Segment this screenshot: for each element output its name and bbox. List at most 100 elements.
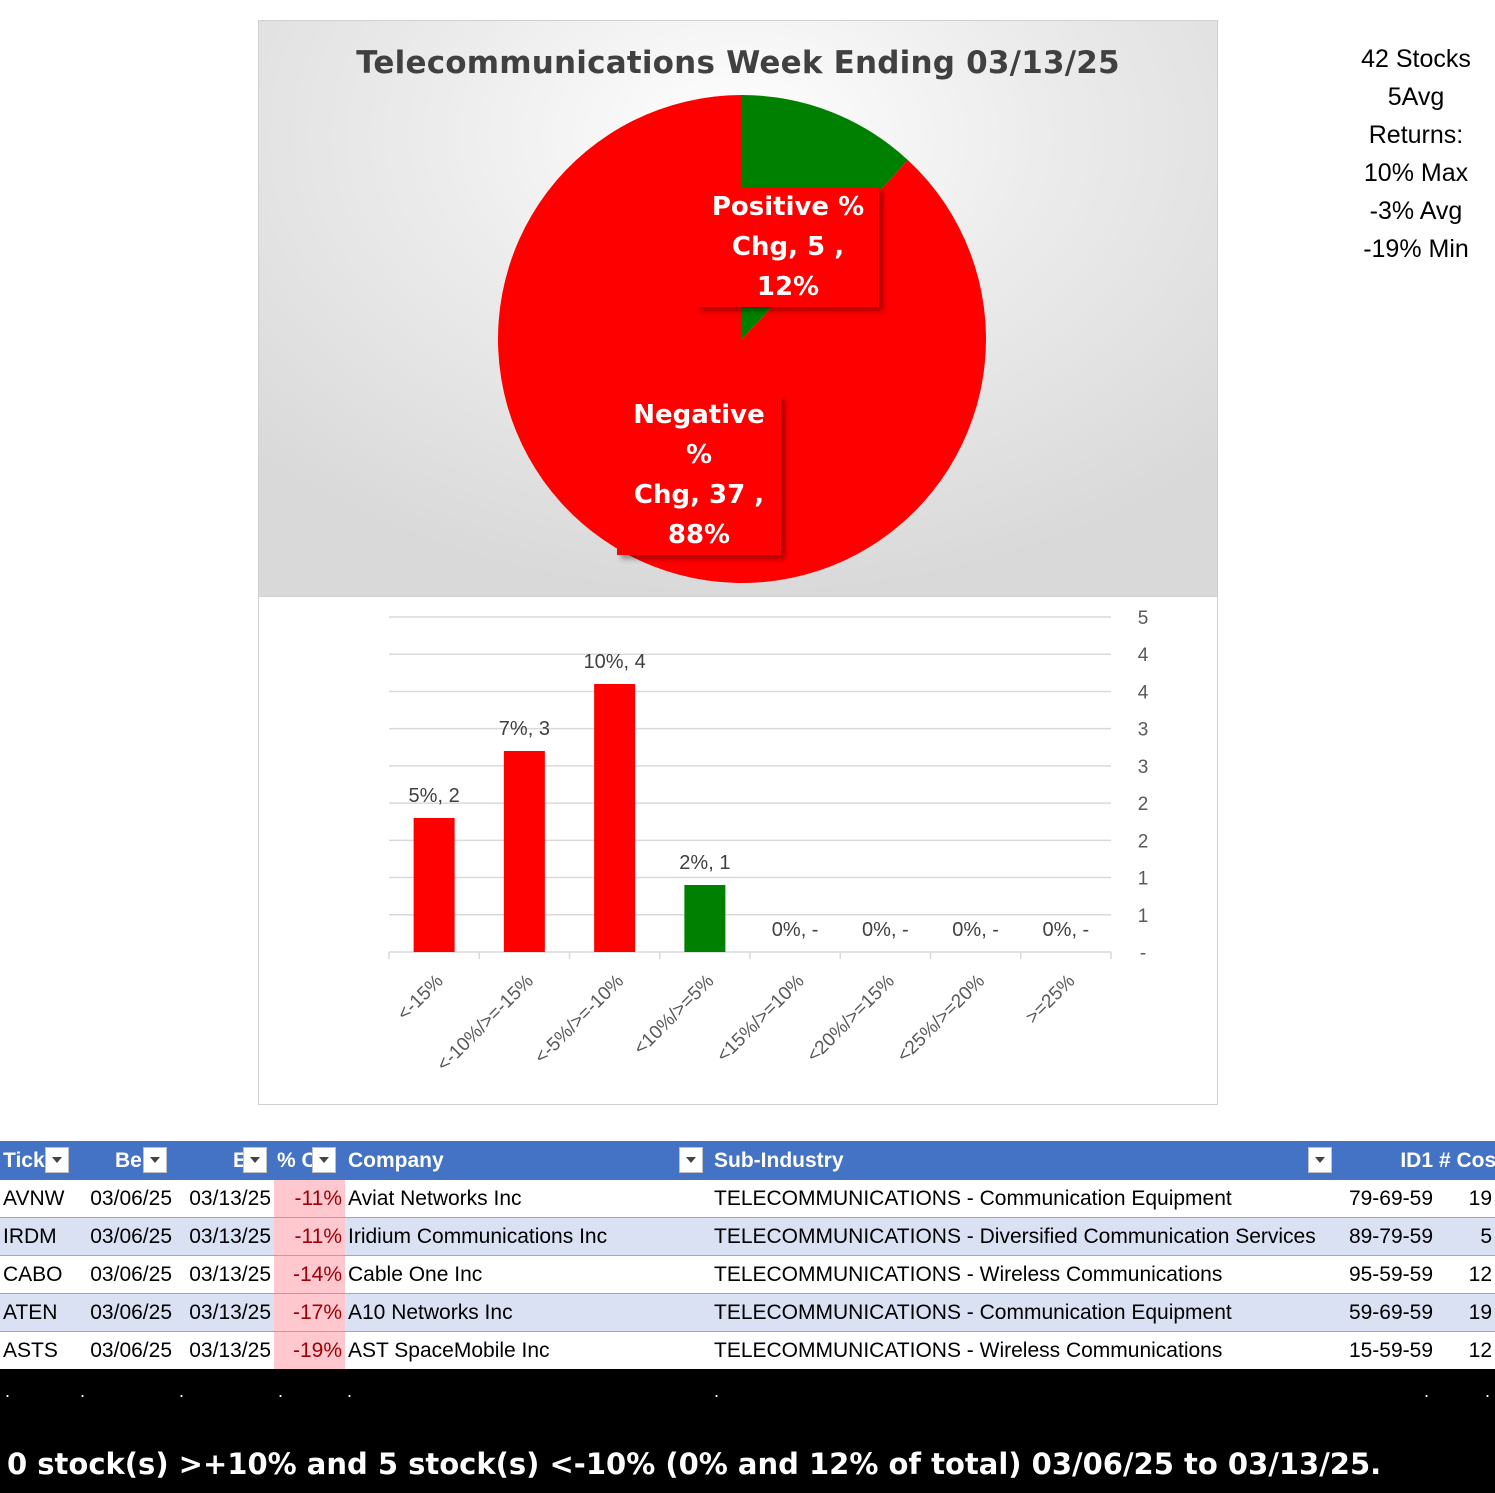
stocks-table: Tick Be E % C Company Sub-Industry ID1 #… xyxy=(0,1141,1495,1370)
cell-pct-change: -19% xyxy=(274,1331,345,1370)
placeholder-dot: . xyxy=(347,1381,353,1401)
y-tick-label: 4 xyxy=(1138,645,1149,666)
header-label: Company xyxy=(348,1148,444,1172)
cell-company: Aviat Networks Inc xyxy=(345,1180,711,1218)
bar xyxy=(684,885,726,952)
filter-dropdown-icon[interactable] xyxy=(143,1147,167,1173)
cell-sub-industry: TELECOMMUNICATIONS - Communication Equip… xyxy=(711,1180,1342,1218)
cell-num-cos: 19 xyxy=(1436,1180,1495,1218)
bar xyxy=(594,684,636,952)
bar-chart: - 1 1 2 2 3 3 4 4 5 5%, 2 <-15% 7%, 3 <-10%/>=-15% 10%… xyxy=(388,608,1149,1076)
header-label: Sub-Industry xyxy=(714,1148,844,1172)
pie-label-line: Positive % xyxy=(711,192,865,222)
cell-ticker: ASTS xyxy=(0,1331,76,1370)
y-tick-label: 2 xyxy=(1138,831,1149,852)
y-tick-label: 5 xyxy=(1138,608,1149,629)
cell-company: AST SpaceMobile Inc xyxy=(345,1331,711,1370)
stat-line: -19% Min xyxy=(1363,235,1469,263)
cell-company: Cable One Inc xyxy=(345,1255,711,1294)
header-label: E xyxy=(233,1148,248,1172)
cell-id1: 15-59-59 xyxy=(1342,1331,1436,1370)
cell-sub-industry: TELECOMMUNICATIONS - Wireless Communicat… xyxy=(711,1331,1342,1370)
pie-label-positive: Positive % Chg, 5 , 12% xyxy=(697,187,879,307)
cell-sub-industry: TELECOMMUNICATIONS - Wireless Communicat… xyxy=(711,1255,1342,1294)
pie-label-line: Chg, 5 , 12% xyxy=(731,232,845,302)
placeholder-dot: . xyxy=(80,1381,86,1401)
bar-data-label: 2%, 1 xyxy=(679,852,730,874)
table-row[interactable]: ATEN 03/06/25 03/13/25 -17% A10 Networks… xyxy=(0,1293,1495,1332)
y-tick-label: 3 xyxy=(1138,757,1149,778)
table-row[interactable]: AVNW 03/06/25 03/13/25 -11% Aviat Networ… xyxy=(0,1180,1495,1218)
filter-dropdown-icon[interactable] xyxy=(679,1147,703,1173)
bar-chart-panel: - 1 1 2 2 3 3 4 4 5 5%, 2 <-15% 7%, 3 <-10%/>=-15% 10%… xyxy=(258,596,1218,1105)
stat-line: Returns: xyxy=(1368,121,1464,149)
placeholder-dot: . xyxy=(179,1381,185,1401)
summary-stats: 42 Stocks 5Avg Returns: 10% Max -3% Avg … xyxy=(1340,40,1492,268)
cell-id1: 79-69-59 xyxy=(1342,1180,1436,1218)
cell-id1: 95-59-59 xyxy=(1342,1255,1436,1294)
cell-end: 03/13/25 xyxy=(175,1331,274,1370)
header-end[interactable]: E xyxy=(175,1141,274,1180)
table-row[interactable]: CABO 03/06/25 03/13/25 -14% Cable One In… xyxy=(0,1255,1495,1294)
x-category-label: <20%/>=15% xyxy=(803,971,899,1067)
cell-pct-change: -14% xyxy=(274,1255,345,1294)
cell-end: 03/13/25 xyxy=(175,1180,274,1218)
header-id1[interactable]: ID1 xyxy=(1342,1141,1436,1180)
stat-line: 5Avg xyxy=(1387,83,1445,111)
table-row[interactable]: ASTS 03/06/25 03/13/25 -19% AST SpaceMob… xyxy=(0,1331,1495,1370)
header-label: ID1 xyxy=(1400,1148,1433,1172)
cell-end: 03/13/25 xyxy=(175,1293,274,1332)
bar-data-label: 10%, 4 xyxy=(583,651,645,673)
cell-company: A10 Networks Inc xyxy=(345,1293,711,1332)
header-label: % C xyxy=(277,1148,317,1172)
header-sub-industry[interactable]: Sub-Industry xyxy=(711,1141,1342,1180)
pie-chart-title: Telecommunications Week Ending 03/13/25 xyxy=(356,45,1120,81)
y-tick-label: 1 xyxy=(1138,869,1149,890)
placeholder-dot: . xyxy=(714,1381,720,1401)
cell-begin: 03/06/25 xyxy=(76,1217,175,1256)
filter-dropdown-icon[interactable] xyxy=(45,1147,69,1173)
x-category-label: <25%/>=20% xyxy=(893,971,989,1067)
bar-data-label: 5%, 2 xyxy=(409,785,460,807)
y-tick-label: 2 xyxy=(1138,794,1149,815)
header-ticker[interactable]: Tick xyxy=(0,1141,76,1180)
filter-dropdown-icon[interactable] xyxy=(243,1147,267,1173)
cell-num-cos: 5 xyxy=(1436,1217,1495,1256)
stat-line: 10% Max xyxy=(1363,159,1469,187)
x-category-label: <-15% xyxy=(394,971,448,1025)
x-category-label: <-10%/>=-15% xyxy=(433,971,538,1076)
cell-num-cos: 12 xyxy=(1436,1255,1495,1294)
placeholder-dot: . xyxy=(5,1381,11,1401)
bar-data-label: 0%, - xyxy=(1043,919,1090,941)
header-label: Be xyxy=(115,1148,142,1172)
cell-pct-change: -11% xyxy=(274,1180,345,1218)
pie-chart-panel: Telecommunications Week Ending 03/13/25 … xyxy=(258,20,1218,597)
placeholder-dot: . xyxy=(278,1381,284,1401)
header-pct-change[interactable]: % C xyxy=(274,1141,345,1180)
header-begin[interactable]: Be xyxy=(76,1141,175,1180)
filter-dropdown-icon[interactable] xyxy=(1308,1147,1332,1173)
cell-id1: 59-69-59 xyxy=(1342,1293,1436,1332)
placeholder-dot: . xyxy=(1485,1381,1491,1401)
bar xyxy=(413,818,455,952)
cell-pct-change: -17% xyxy=(274,1293,345,1332)
cell-num-cos: 12 xyxy=(1436,1331,1495,1370)
placeholder-dot: . xyxy=(1424,1381,1430,1401)
stat-line: -3% Avg xyxy=(1369,197,1463,225)
header-company[interactable]: Company xyxy=(345,1141,711,1180)
filter-dropdown-icon[interactable] xyxy=(312,1147,336,1173)
table-row[interactable]: IRDM 03/06/25 03/13/25 -11% Iridium Comm… xyxy=(0,1217,1495,1256)
cell-begin: 03/06/25 xyxy=(76,1331,175,1370)
cell-pct-change: -11% xyxy=(274,1217,345,1256)
cell-end: 03/13/25 xyxy=(175,1255,274,1294)
cell-begin: 03/06/25 xyxy=(76,1180,175,1218)
bar-data-label: 0%, - xyxy=(772,919,819,941)
y-tick-label: 1 xyxy=(1138,906,1149,927)
cell-begin: 03/06/25 xyxy=(76,1293,175,1332)
header-num-cos[interactable]: # Cos xyxy=(1436,1141,1495,1180)
x-category-label: <15%/>=10% xyxy=(713,971,809,1067)
header-label: Tick xyxy=(3,1148,45,1172)
header-label: # Cos xyxy=(1439,1148,1495,1172)
cell-num-cos: 19 xyxy=(1436,1293,1495,1332)
y-tick-label: - xyxy=(1140,943,1146,964)
